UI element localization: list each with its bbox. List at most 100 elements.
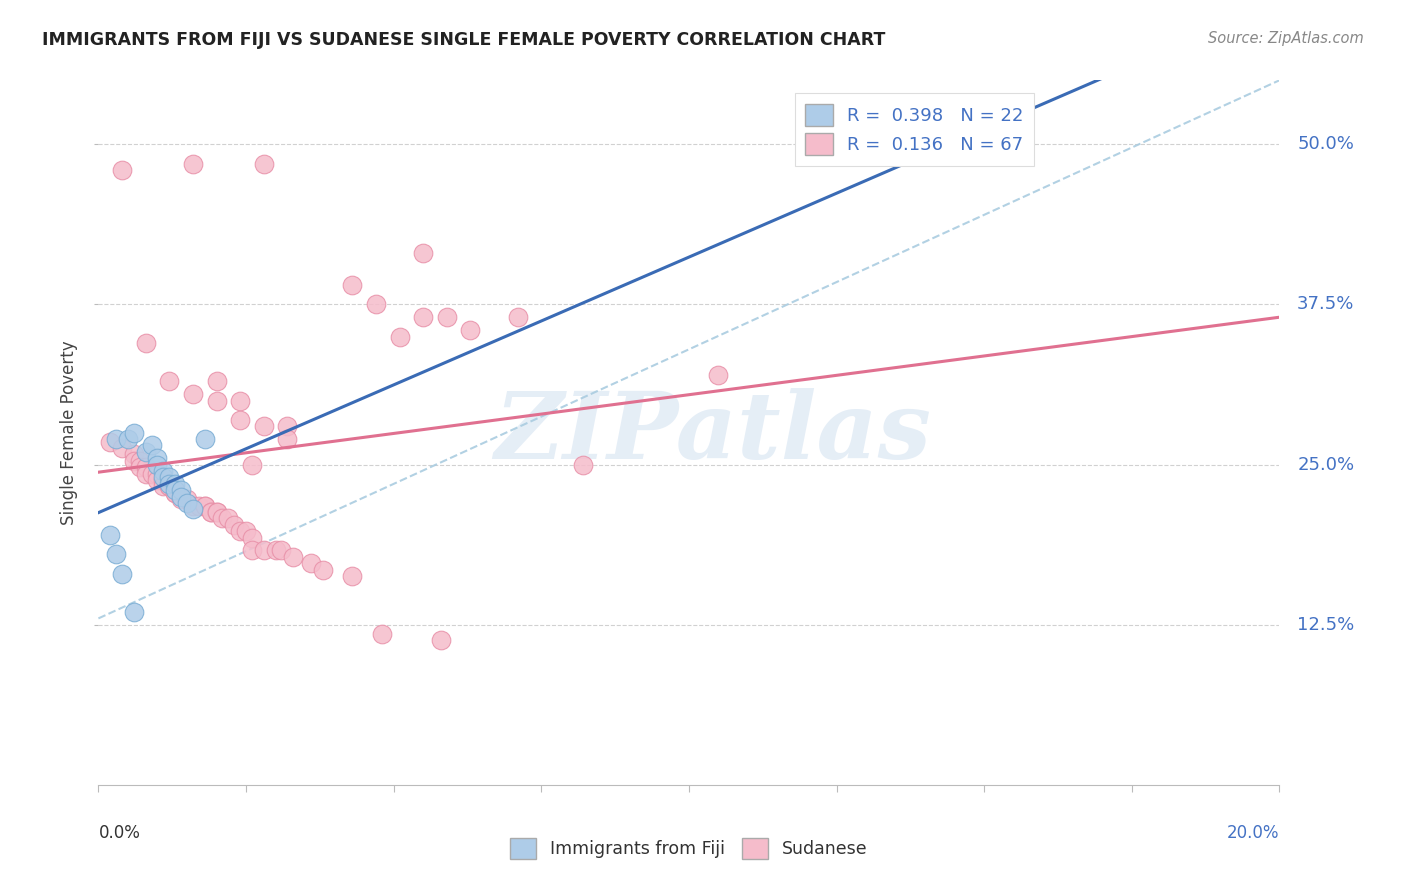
Point bbox=[157, 479, 180, 493]
Point bbox=[388, 329, 411, 343]
Point bbox=[141, 467, 163, 481]
Point bbox=[412, 310, 434, 325]
Point bbox=[152, 470, 174, 484]
Text: Source: ZipAtlas.com: Source: ZipAtlas.com bbox=[1208, 31, 1364, 46]
Point bbox=[152, 464, 174, 478]
Point bbox=[181, 499, 204, 513]
Point bbox=[276, 419, 298, 434]
Point bbox=[176, 492, 198, 507]
Point bbox=[707, 368, 730, 382]
Point bbox=[157, 470, 180, 484]
Text: 0.0%: 0.0% bbox=[98, 823, 141, 842]
Point bbox=[117, 432, 139, 446]
Point bbox=[146, 458, 169, 472]
Point bbox=[430, 633, 453, 648]
Point bbox=[253, 156, 276, 170]
Point bbox=[342, 278, 364, 293]
Point bbox=[181, 156, 204, 170]
Point bbox=[111, 441, 134, 455]
Point bbox=[135, 445, 157, 459]
Point bbox=[364, 297, 387, 311]
Point bbox=[229, 524, 252, 539]
Point bbox=[122, 454, 145, 468]
Point bbox=[187, 499, 209, 513]
Point bbox=[240, 531, 263, 545]
Point bbox=[181, 502, 204, 516]
Point bbox=[122, 605, 145, 619]
Point bbox=[342, 569, 364, 583]
Point bbox=[141, 438, 163, 452]
Point bbox=[253, 543, 276, 558]
Point bbox=[152, 473, 174, 487]
Point bbox=[176, 496, 198, 510]
Point bbox=[146, 473, 169, 487]
Point bbox=[170, 483, 193, 498]
Point bbox=[128, 454, 150, 468]
Point bbox=[205, 393, 228, 408]
Point bbox=[200, 505, 222, 519]
Text: 12.5%: 12.5% bbox=[1298, 615, 1354, 634]
Point bbox=[276, 432, 298, 446]
Point bbox=[105, 432, 128, 446]
Point bbox=[312, 563, 335, 577]
Point bbox=[240, 458, 263, 472]
Text: 50.0%: 50.0% bbox=[1298, 136, 1354, 153]
Point bbox=[412, 246, 434, 260]
Point bbox=[211, 511, 233, 525]
Point bbox=[135, 460, 157, 475]
Text: IMMIGRANTS FROM FIJI VS SUDANESE SINGLE FEMALE POVERTY CORRELATION CHART: IMMIGRANTS FROM FIJI VS SUDANESE SINGLE … bbox=[42, 31, 886, 49]
Point bbox=[205, 505, 228, 519]
Point bbox=[460, 323, 482, 337]
Point bbox=[122, 447, 145, 461]
Point bbox=[135, 467, 157, 481]
Point bbox=[105, 547, 128, 561]
Point bbox=[170, 492, 193, 507]
Point bbox=[200, 505, 222, 519]
Point bbox=[229, 413, 252, 427]
Point bbox=[253, 419, 276, 434]
Point bbox=[146, 467, 169, 481]
Point bbox=[264, 543, 287, 558]
Point bbox=[283, 549, 305, 564]
Point bbox=[152, 479, 174, 493]
Point bbox=[135, 335, 157, 350]
Point bbox=[371, 627, 394, 641]
Point bbox=[165, 476, 187, 491]
Point bbox=[299, 557, 322, 571]
Text: 20.0%: 20.0% bbox=[1227, 823, 1279, 842]
Point bbox=[240, 543, 263, 558]
Point bbox=[157, 479, 180, 493]
Text: ZIPatlas: ZIPatlas bbox=[494, 388, 931, 477]
Point bbox=[165, 486, 187, 500]
Text: 37.5%: 37.5% bbox=[1298, 295, 1354, 313]
Point bbox=[146, 451, 169, 466]
Point bbox=[506, 310, 529, 325]
Point bbox=[217, 511, 239, 525]
Point bbox=[111, 163, 134, 178]
Point bbox=[128, 460, 150, 475]
Point bbox=[205, 375, 228, 389]
Point bbox=[205, 505, 228, 519]
Point bbox=[111, 566, 134, 581]
Point bbox=[165, 486, 187, 500]
Point bbox=[98, 528, 121, 542]
Point bbox=[194, 499, 217, 513]
Point bbox=[181, 387, 204, 401]
Point bbox=[235, 524, 257, 539]
Point bbox=[436, 310, 458, 325]
Point bbox=[157, 476, 180, 491]
Point bbox=[229, 393, 252, 408]
Point bbox=[157, 375, 180, 389]
Point bbox=[165, 483, 187, 498]
Point bbox=[194, 432, 217, 446]
Legend: Immigrants from Fiji, Sudanese: Immigrants from Fiji, Sudanese bbox=[503, 831, 875, 866]
Y-axis label: Single Female Poverty: Single Female Poverty bbox=[60, 341, 79, 524]
Point bbox=[224, 517, 246, 532]
Text: 25.0%: 25.0% bbox=[1298, 456, 1354, 474]
Point bbox=[270, 543, 292, 558]
Point bbox=[170, 490, 193, 504]
Point bbox=[571, 458, 593, 472]
Point bbox=[194, 499, 217, 513]
Point bbox=[122, 425, 145, 440]
Point bbox=[98, 434, 121, 449]
